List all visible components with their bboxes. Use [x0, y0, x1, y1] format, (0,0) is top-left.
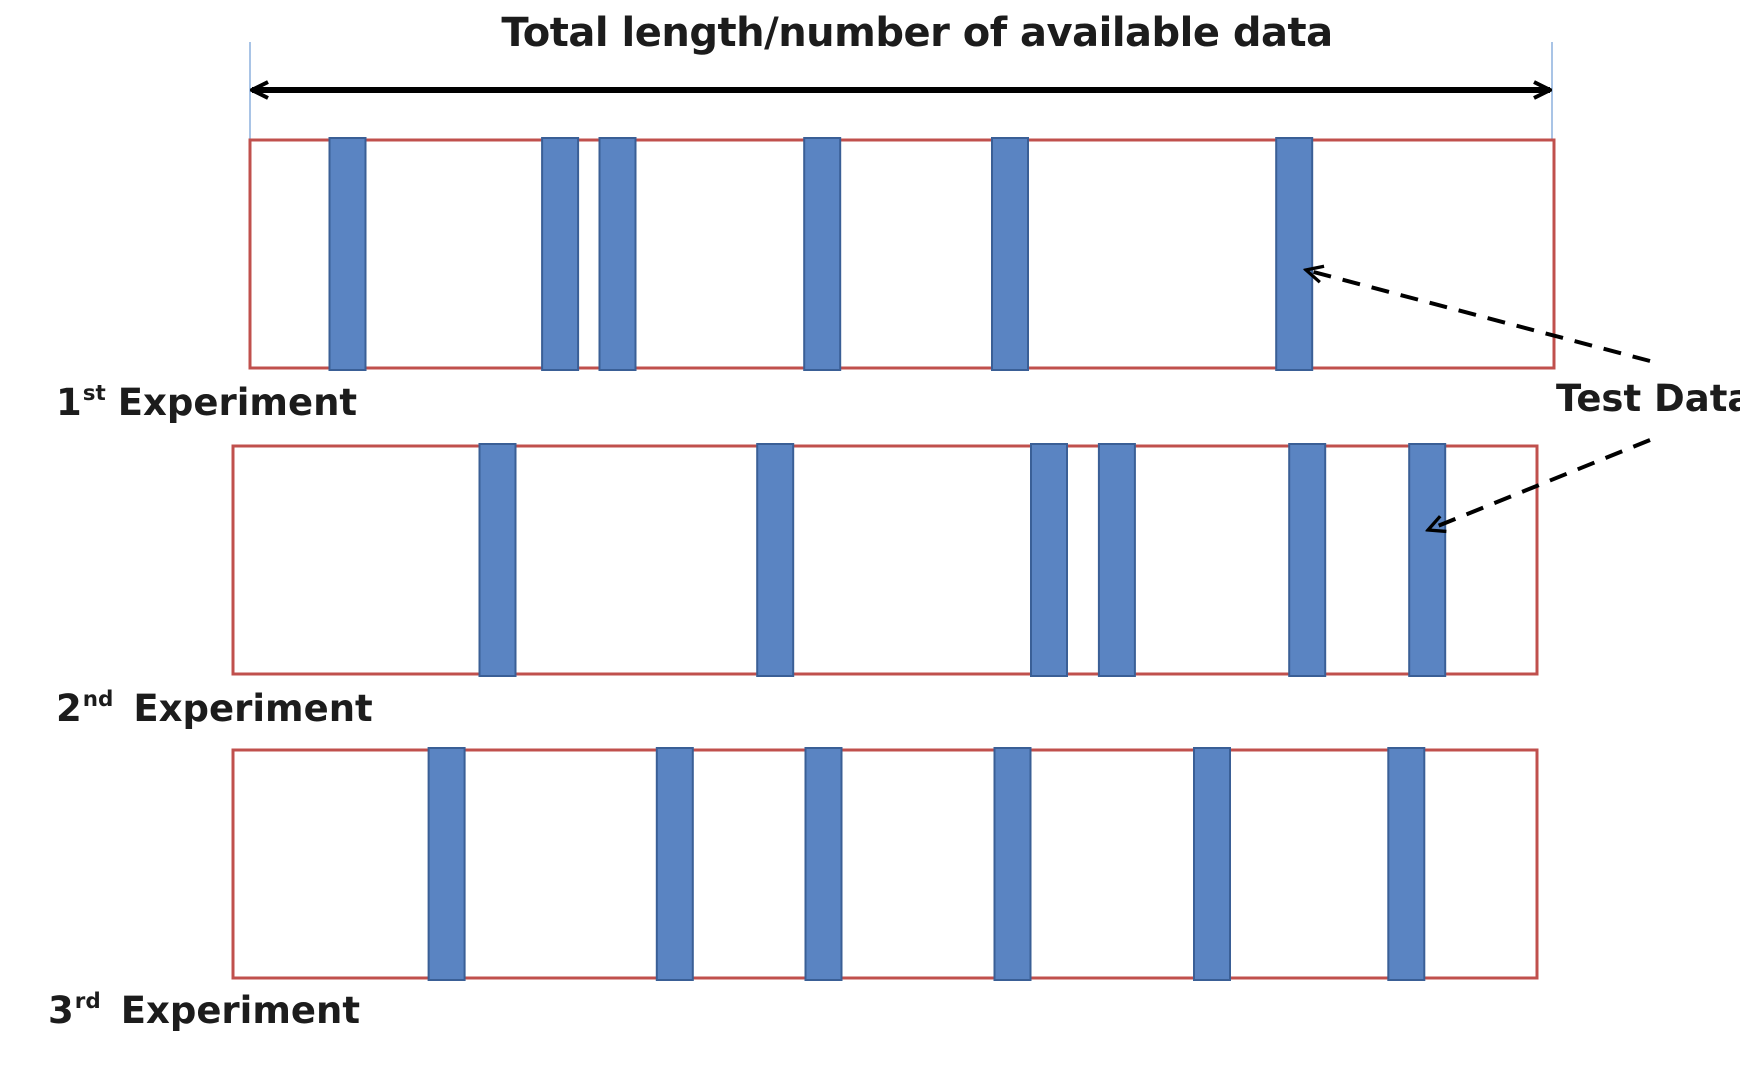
test-data-block — [541, 137, 580, 371]
test-data-block — [993, 747, 1032, 981]
test-data-block — [1097, 443, 1136, 677]
test-data-block — [1030, 443, 1068, 677]
test-data-block — [1288, 443, 1327, 677]
test-data-block — [655, 747, 694, 981]
experiment-strips — [231, 137, 1556, 981]
test-data-block — [756, 443, 795, 677]
experiment-1-label: 1st Experiment — [56, 380, 358, 424]
test-data-block — [1387, 747, 1426, 981]
test-data-block — [1408, 443, 1447, 677]
test-data-block — [478, 443, 517, 677]
test-data-block — [804, 747, 843, 981]
experiment-1-strip — [248, 138, 1556, 370]
test-data-block — [328, 137, 367, 371]
test-data-block — [1193, 747, 1231, 981]
experiment-2-strip — [231, 444, 1539, 676]
experiment-3-label: 3rd Experiment — [48, 988, 361, 1032]
test-data-pointer-lower — [1428, 438, 1651, 530]
experiment-2-label: 2nd Experiment — [56, 686, 373, 730]
diagram-title: Total length/number of available data — [501, 10, 1333, 56]
test-data-block — [991, 137, 1029, 371]
test-data-label: Test Data — [1556, 377, 1740, 420]
test-data-block — [427, 747, 466, 981]
test-data-block — [803, 137, 842, 371]
test-data-block — [598, 137, 637, 371]
test-data-block — [1275, 137, 1314, 371]
